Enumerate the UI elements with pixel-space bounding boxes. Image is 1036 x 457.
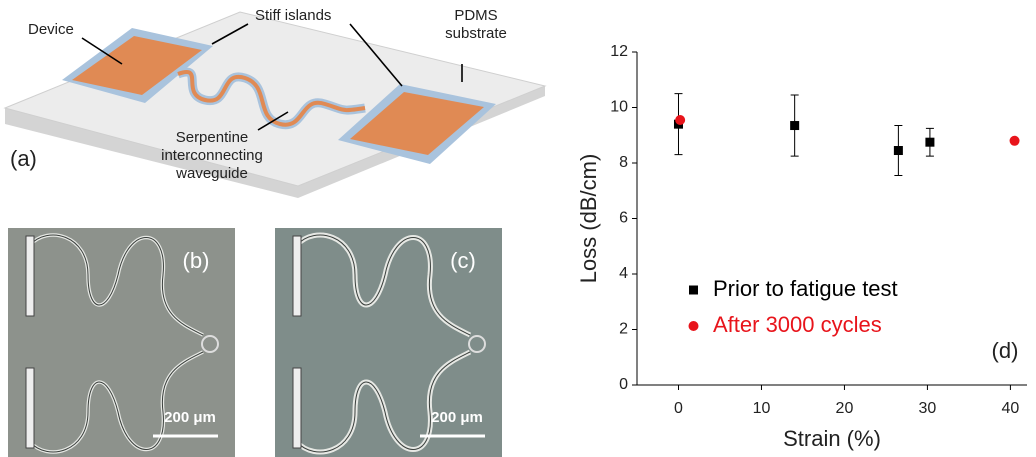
- taper: [26, 368, 34, 448]
- scale-label: 200 μm: [431, 409, 483, 426]
- point: [894, 146, 903, 155]
- label: Device: [28, 21, 74, 38]
- x-tick-label: 30: [919, 400, 937, 417]
- y-tick-label: 12: [610, 43, 628, 60]
- y-axis-label: Loss (dB/cm): [576, 154, 601, 284]
- y-tick-label: 4: [619, 265, 628, 282]
- label: substrate: [445, 25, 507, 42]
- x-tick-label: 0: [674, 400, 683, 417]
- y-tick-label: 2: [619, 321, 628, 338]
- taper: [26, 236, 34, 316]
- taper: [293, 368, 301, 448]
- point: [675, 115, 685, 125]
- legend-label: After 3000 cycles: [713, 312, 882, 337]
- panel-label: (a): [10, 146, 37, 171]
- page: {"diagram": {"labels": ["Device", "Stiff…: [0, 0, 1036, 457]
- x-tick-label: 40: [1002, 400, 1020, 417]
- legend-marker: [689, 321, 699, 331]
- y-tick-label: 8: [619, 154, 628, 171]
- taper: [293, 236, 301, 316]
- point: [925, 138, 934, 147]
- y-tick-label: 0: [619, 376, 628, 393]
- x-tick-label: 20: [836, 400, 854, 417]
- label: PDMS: [454, 7, 497, 24]
- label: Stiff islands: [255, 7, 331, 24]
- device-diagram: Device Stiff islands PDMS substrate Serp…: [5, 7, 545, 198]
- chart: 0 2 4 6 8 10 12 0 10 20 30 40 Strain (%) Loss (dB/cm)…: [576, 43, 1027, 451]
- label: Serpentine: [176, 129, 249, 146]
- y-tick-label: 10: [610, 99, 628, 116]
- legend-label: Prior to fatigue test: [713, 276, 898, 301]
- label: waveguide: [175, 165, 248, 182]
- y-tick-label: 6: [619, 210, 628, 227]
- point: [790, 121, 799, 130]
- panel-label: (b): [183, 248, 210, 273]
- micrographs: (b) 200 μm (c) 200 μm: [8, 228, 502, 457]
- scale-label: 200 μm: [164, 409, 216, 426]
- panel-label: (d): [992, 338, 1019, 363]
- figure: Device Stiff islands PDMS substrate Serp…: [0, 0, 1036, 457]
- point: [1010, 136, 1020, 146]
- x-tick-label: 10: [753, 400, 771, 417]
- legend-marker: [689, 286, 698, 295]
- x-axis-label: Strain (%): [783, 426, 881, 451]
- label: interconnecting: [161, 147, 263, 164]
- panel-label: (c): [450, 248, 476, 273]
